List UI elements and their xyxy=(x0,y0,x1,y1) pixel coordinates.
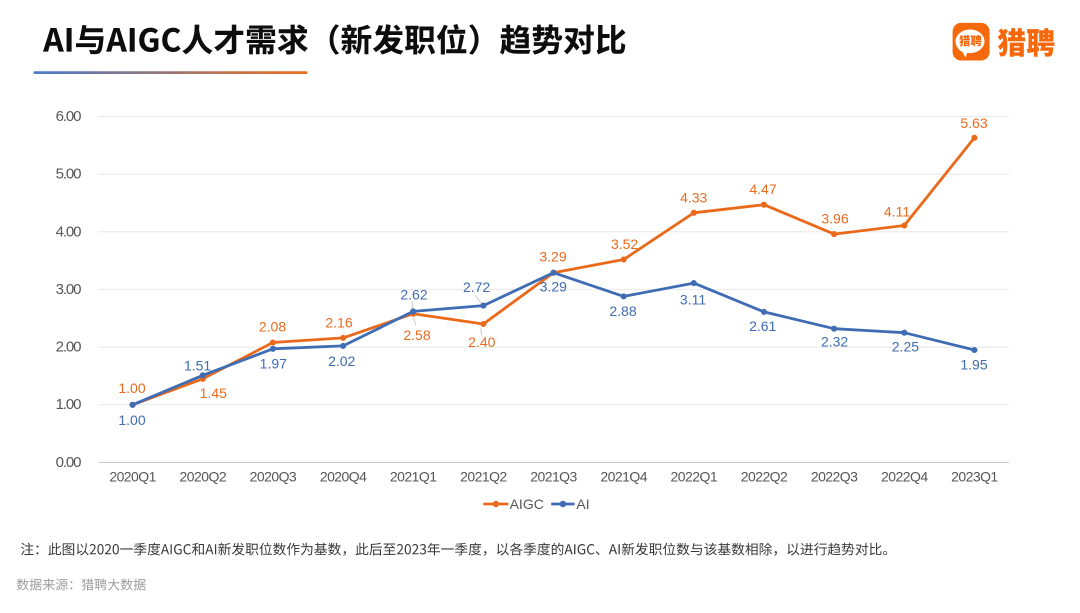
svg-text:2020Q3: 2020Q3 xyxy=(250,469,297,485)
svg-text:3.29: 3.29 xyxy=(540,279,567,295)
svg-text:2021Q3: 2021Q3 xyxy=(530,469,577,485)
svg-text:3.52: 3.52 xyxy=(611,236,638,252)
svg-text:2.02: 2.02 xyxy=(328,353,355,369)
svg-text:4.11: 4.11 xyxy=(884,204,910,220)
svg-text:1.00: 1.00 xyxy=(118,380,145,396)
svg-text:2.40: 2.40 xyxy=(468,334,495,350)
svg-text:2021Q1: 2021Q1 xyxy=(390,469,437,485)
svg-text:AIGC: AIGC xyxy=(510,496,544,512)
svg-text:2.00: 2.00 xyxy=(56,339,82,356)
svg-text:2022Q3: 2022Q3 xyxy=(811,469,858,485)
svg-text:4.00: 4.00 xyxy=(56,223,82,240)
svg-text:2.72: 2.72 xyxy=(463,279,490,295)
svg-text:2022Q2: 2022Q2 xyxy=(741,469,788,485)
svg-text:2020Q2: 2020Q2 xyxy=(180,469,227,485)
svg-text:2021Q4: 2021Q4 xyxy=(600,469,647,485)
svg-text:2020Q4: 2020Q4 xyxy=(320,469,367,485)
svg-text:5.63: 5.63 xyxy=(960,115,987,131)
svg-text:4.33: 4.33 xyxy=(680,189,707,205)
svg-text:2.58: 2.58 xyxy=(403,327,430,343)
svg-text:2022Q4: 2022Q4 xyxy=(881,469,928,485)
svg-text:3.00: 3.00 xyxy=(56,281,82,298)
svg-text:2.32: 2.32 xyxy=(821,334,848,350)
svg-text:AI: AI xyxy=(576,496,589,512)
svg-text:0.00: 0.00 xyxy=(56,454,82,471)
svg-text:1.51: 1.51 xyxy=(184,358,211,374)
svg-text:1.00: 1.00 xyxy=(56,396,82,413)
svg-text:2.88: 2.88 xyxy=(609,303,636,319)
svg-text:1.97: 1.97 xyxy=(260,355,287,371)
svg-text:2020Q1: 2020Q1 xyxy=(109,469,156,485)
svg-text:4.47: 4.47 xyxy=(749,181,776,197)
svg-text:5.00: 5.00 xyxy=(56,166,82,183)
svg-text:2.25: 2.25 xyxy=(892,339,919,355)
svg-text:2.08: 2.08 xyxy=(259,319,286,335)
svg-text:3.96: 3.96 xyxy=(821,210,848,226)
svg-text:2021Q2: 2021Q2 xyxy=(460,469,507,485)
svg-text:2022Q1: 2022Q1 xyxy=(671,469,718,485)
svg-text:2.61: 2.61 xyxy=(749,318,776,334)
svg-text:3.29: 3.29 xyxy=(539,249,566,265)
svg-text:1.95: 1.95 xyxy=(960,357,987,373)
svg-text:2.62: 2.62 xyxy=(400,287,427,303)
svg-text:6.00: 6.00 xyxy=(56,108,82,125)
svg-text:1.45: 1.45 xyxy=(200,385,227,401)
svg-text:2.16: 2.16 xyxy=(325,314,352,330)
svg-text:1.00: 1.00 xyxy=(118,412,145,428)
svg-text:2023Q1: 2023Q1 xyxy=(951,469,998,485)
svg-text:3.11: 3.11 xyxy=(680,292,706,308)
